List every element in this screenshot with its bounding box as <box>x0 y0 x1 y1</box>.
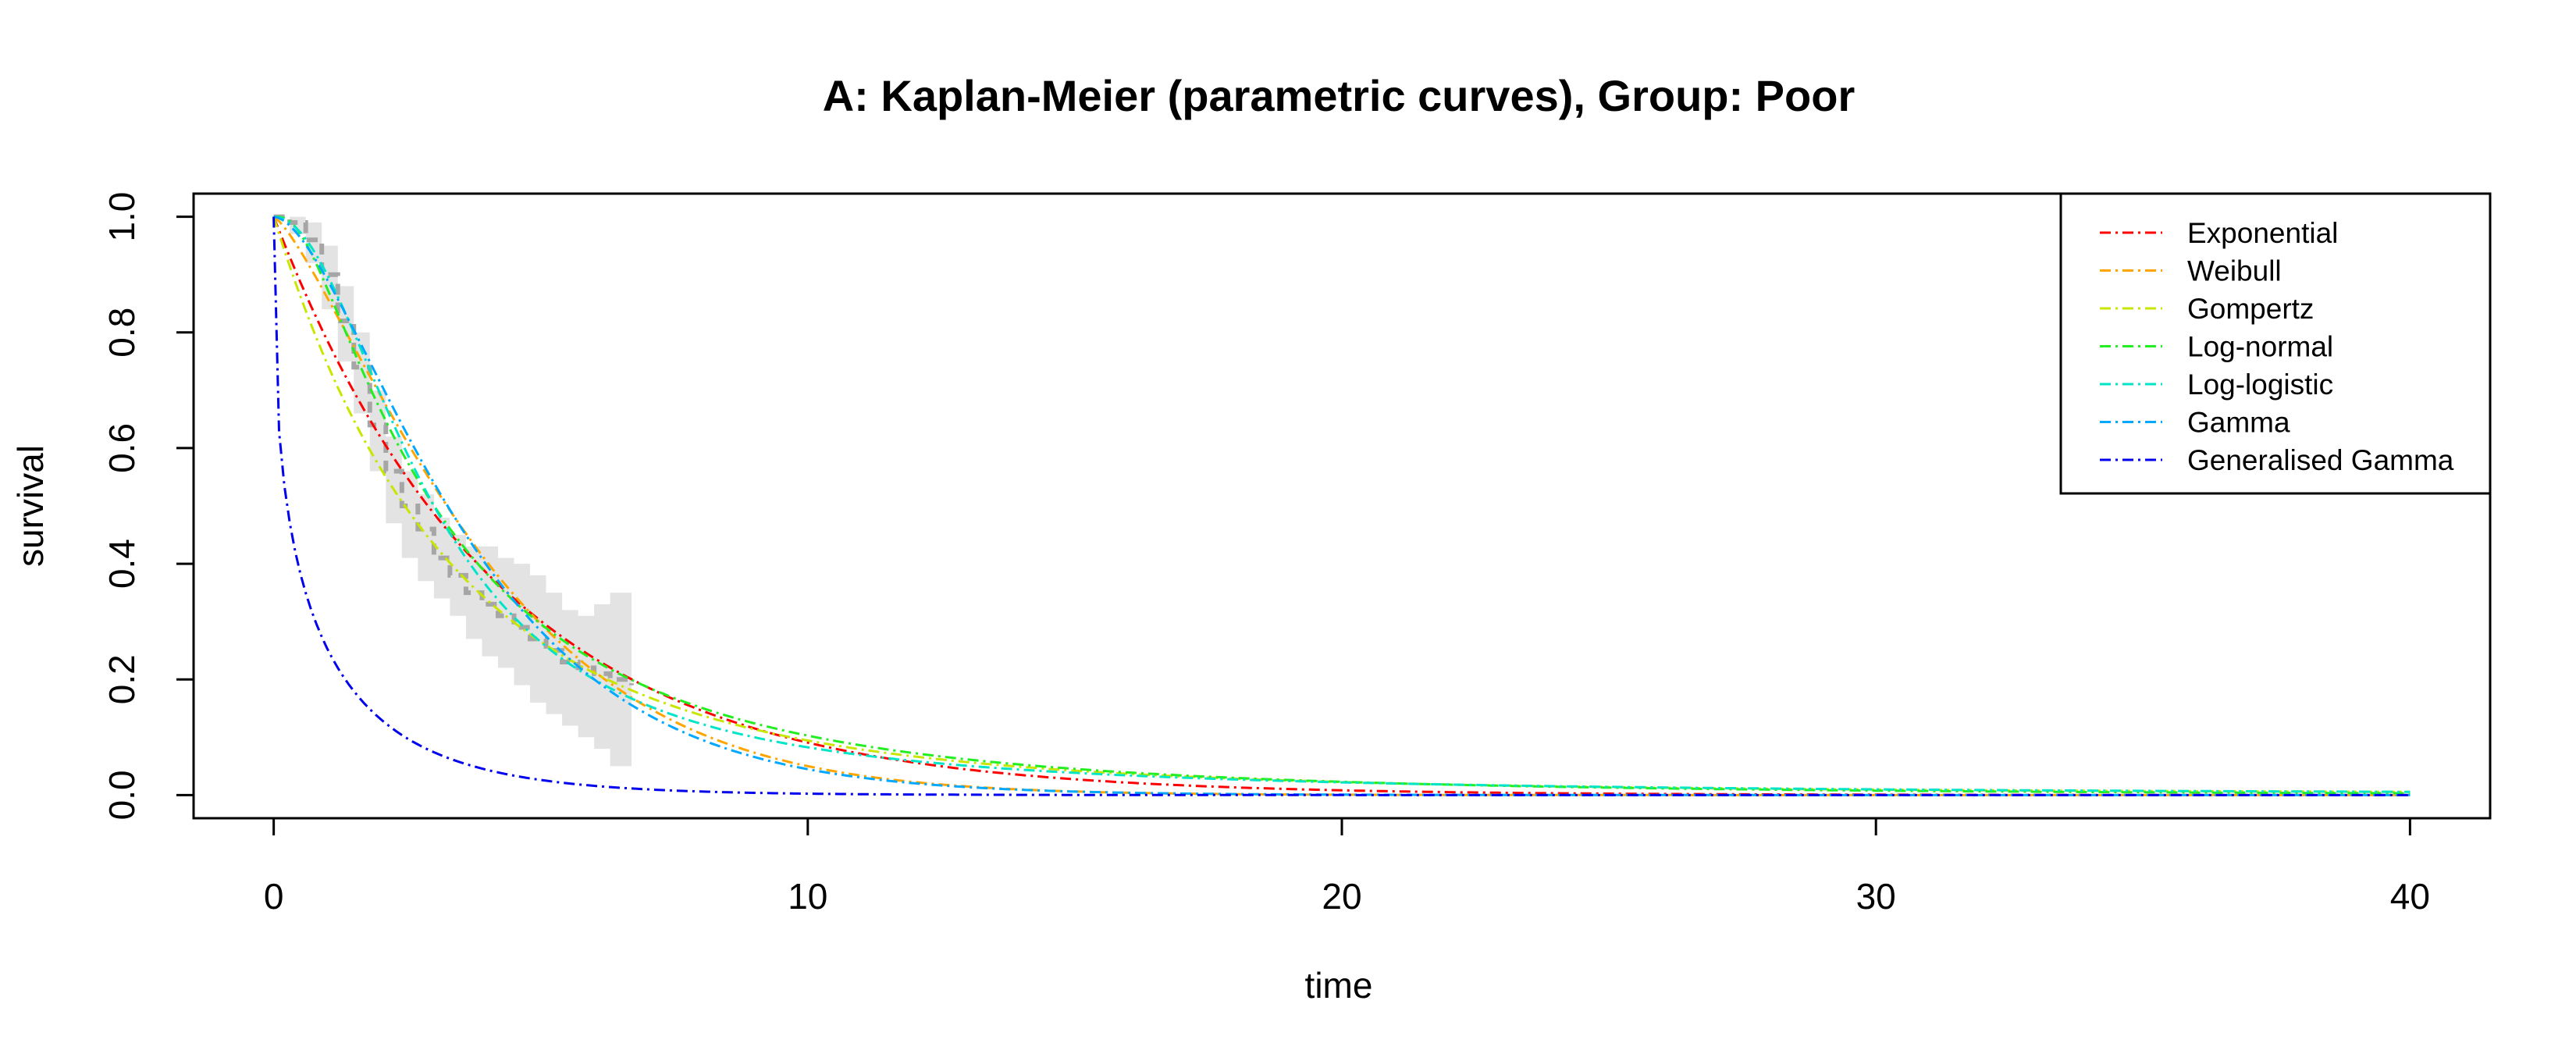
series-line-log-logistic <box>273 215 2411 793</box>
legend-label: Gompertz <box>2187 293 2314 325</box>
x-axis-label: time <box>1305 965 1373 1006</box>
y-tick-label: 0.4 <box>101 539 142 589</box>
y-tick-label: 0.0 <box>101 770 142 820</box>
km-step-line <box>273 214 635 685</box>
legend-label: Generalised Gamma <box>2187 444 2454 476</box>
x-tick-label: 40 <box>2390 876 2430 917</box>
y-tick-label: 0.2 <box>101 654 142 704</box>
y-axis: 0.0 0.2 0.4 0.6 0.8 1.0 <box>101 192 195 820</box>
y-tick-label: 1.0 <box>101 192 142 242</box>
y-tick-label: 0.8 <box>101 308 142 358</box>
series-line-exponential <box>272 216 2411 796</box>
km-layer <box>273 214 635 784</box>
km-confidence-band <box>273 216 632 784</box>
series-line-log-normal <box>273 215 2411 795</box>
chart-title: A: Kaplan-Meier (parametric curves), Gro… <box>823 71 1856 120</box>
legend-label: Log-logistic <box>2187 369 2333 401</box>
curves-layer <box>272 215 2411 796</box>
legend-label: Gamma <box>2187 407 2290 439</box>
x-axis: 0 10 20 30 40 <box>264 817 2430 917</box>
y-axis-label: survival <box>10 445 51 567</box>
x-tick-label: 30 <box>1856 876 1896 917</box>
x-tick-label: 10 <box>788 876 827 917</box>
legend-label: Exponential <box>2187 217 2338 249</box>
y-tick-label: 0.6 <box>101 423 142 473</box>
legend-label: Weibull <box>2187 255 2282 287</box>
x-tick-label: 0 <box>264 876 284 917</box>
legend-label: Log-normal <box>2187 331 2333 363</box>
series-line-weibull <box>272 215 2411 796</box>
legend: Exponential Weibull Gompertz Log-normal Log-… <box>2059 192 2492 495</box>
legend-box <box>2059 192 2492 495</box>
x-tick-label: 20 <box>1322 876 1361 917</box>
series-line-generalised-gamma <box>272 216 2411 796</box>
